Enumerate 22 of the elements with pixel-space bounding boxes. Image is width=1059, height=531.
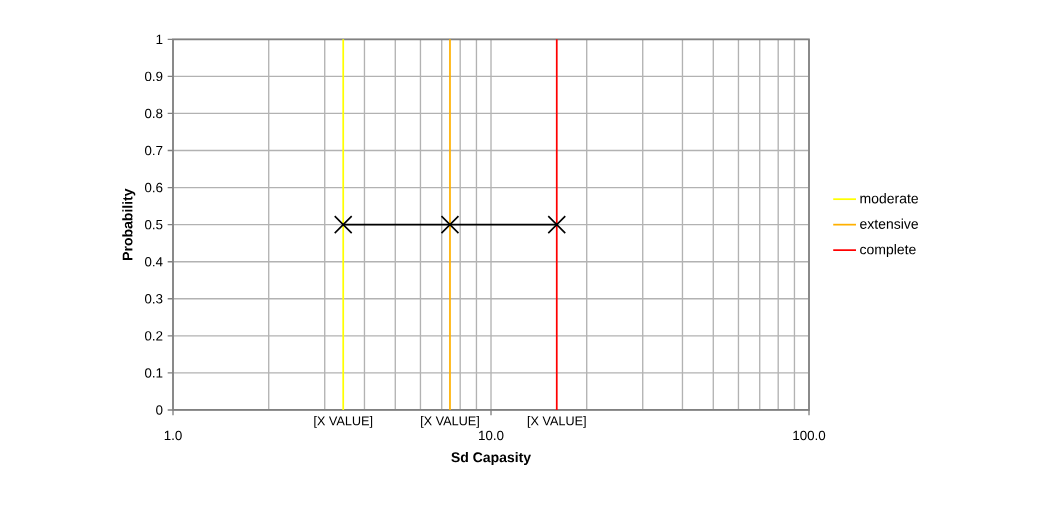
- y-tick-label: 0.8: [144, 108, 163, 119]
- legend-label: complete: [860, 244, 916, 258]
- y-tick-label: 0.4: [144, 257, 163, 267]
- y-tick-label: 0.9: [144, 71, 163, 82]
- x-tick-label: 100.0: [793, 430, 826, 441]
- y-tick-label: 0.2: [144, 331, 163, 341]
- y-tick-label: 0.6: [144, 182, 163, 193]
- x-axis-title: Sd Capasity: [451, 451, 531, 466]
- y-axis-title: Probability: [122, 188, 136, 260]
- y-tick-label: 0: [156, 405, 163, 415]
- y-tick-label: 0.7: [144, 145, 163, 156]
- legend-label: moderate: [860, 193, 919, 204]
- annotation: [X VALUE]: [527, 416, 586, 428]
- y-tick-label: 1: [156, 34, 163, 44]
- legend-label: extensive: [860, 218, 919, 229]
- x-tick-label: 1.0: [164, 430, 182, 441]
- y-tick-label: 0.5: [144, 219, 163, 230]
- annotation: [X VALUE]: [314, 416, 373, 428]
- annotation: [X VALUE]: [421, 416, 479, 428]
- y-tick-label: 0.1: [144, 368, 163, 378]
- y-tick-label: 0.3: [144, 294, 163, 304]
- x-tick-label: 10.0: [479, 430, 504, 441]
